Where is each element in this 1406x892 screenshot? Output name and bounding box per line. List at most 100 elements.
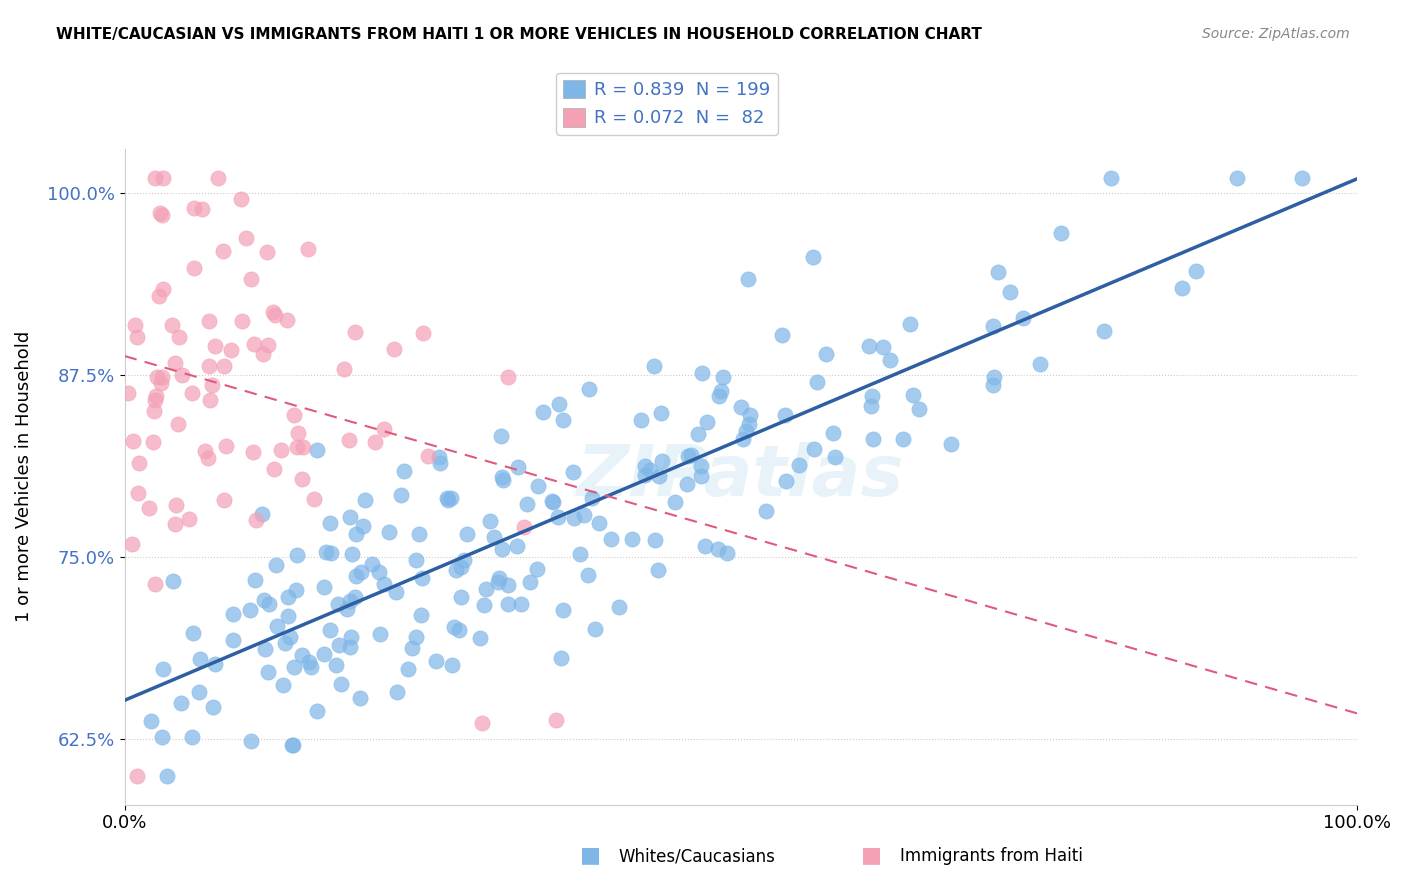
Point: [544, 713, 567, 727]
Text: Immigrants from Haiti: Immigrants from Haiti: [900, 847, 1083, 865]
Point: [142, 404, 165, 418]
Point: [987, 265, 1010, 279]
Point: [319, 516, 342, 530]
Point: [709, 384, 731, 399]
Point: [488, 571, 510, 585]
Point: [444, 563, 467, 577]
Point: [298, 656, 321, 670]
Point: [222, 607, 245, 622]
Point: [183, 261, 205, 276]
Point: [392, 464, 415, 478]
Point: [181, 730, 204, 744]
Point: [474, 582, 496, 596]
Point: [498, 370, 520, 384]
Text: ■: ■: [581, 846, 600, 865]
Point: [243, 336, 266, 351]
Point: [179, 512, 201, 526]
Point: [600, 532, 623, 546]
Point: [872, 340, 894, 354]
Point: [281, 738, 304, 752]
Point: [360, 557, 382, 571]
Point: [339, 510, 361, 524]
Point: [735, 424, 758, 438]
Point: [276, 313, 298, 327]
Point: [775, 475, 797, 489]
Point: [983, 377, 1005, 392]
Point: [266, 619, 288, 633]
Point: [389, 488, 412, 502]
Point: [607, 600, 630, 615]
Point: [284, 583, 307, 598]
Point: [551, 603, 574, 617]
Point: [858, 339, 880, 353]
Point: [496, 597, 519, 611]
Point: [540, 494, 562, 508]
Point: [382, 342, 405, 356]
Point: [149, 376, 172, 390]
Point: [806, 375, 828, 389]
Point: [155, 768, 177, 782]
Point: [941, 437, 963, 451]
Point: [1291, 170, 1313, 185]
Point: [281, 738, 304, 752]
Point: [198, 359, 221, 374]
Point: [486, 575, 509, 590]
Point: [145, 170, 167, 185]
Text: ■: ■: [862, 846, 882, 865]
Point: [634, 467, 657, 482]
Point: [339, 640, 361, 654]
Point: [581, 491, 603, 505]
Point: [172, 368, 194, 383]
Point: [526, 562, 548, 576]
Point: [562, 511, 585, 525]
Point: [998, 285, 1021, 299]
Point: [506, 460, 529, 475]
Point: [263, 308, 285, 322]
Point: [436, 491, 458, 506]
Point: [647, 564, 669, 578]
Point: [1092, 324, 1115, 338]
Point: [440, 657, 463, 672]
Point: [149, 206, 172, 220]
Point: [291, 440, 314, 454]
Point: [204, 339, 226, 353]
Point: [302, 491, 325, 506]
Point: [221, 343, 243, 357]
Point: [526, 479, 548, 493]
Point: [330, 677, 353, 691]
Point: [349, 690, 371, 705]
Point: [285, 548, 308, 562]
Point: [240, 272, 263, 286]
Point: [427, 450, 450, 465]
Point: [285, 440, 308, 454]
Point: [315, 544, 337, 558]
Point: [387, 685, 409, 699]
Point: [188, 652, 211, 666]
Point: [859, 399, 882, 413]
Point: [738, 417, 761, 431]
Point: [125, 329, 148, 343]
Point: [981, 319, 1004, 334]
Point: [277, 609, 299, 624]
Point: [350, 566, 373, 580]
Point: [891, 432, 914, 446]
Point: [211, 244, 233, 259]
Point: [740, 409, 762, 423]
Point: [578, 383, 600, 397]
Point: [197, 450, 219, 465]
Point: [1185, 263, 1208, 277]
Point: [152, 170, 174, 185]
Point: [194, 444, 217, 458]
Point: [686, 427, 709, 442]
Point: [901, 388, 924, 402]
Point: [117, 386, 139, 401]
Point: [644, 533, 666, 547]
Point: [814, 347, 837, 361]
Point: [482, 530, 505, 544]
Point: [336, 602, 359, 616]
Point: [283, 660, 305, 674]
Point: [231, 192, 253, 206]
Point: [860, 389, 883, 403]
Point: [569, 547, 592, 561]
Point: [150, 369, 173, 384]
